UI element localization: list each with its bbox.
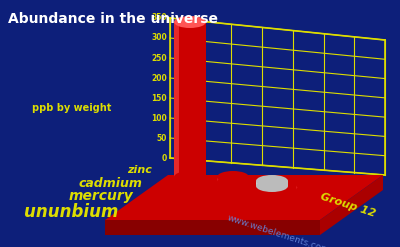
- Text: zinc: zinc: [127, 165, 152, 175]
- Text: 350: 350: [151, 14, 167, 22]
- Text: ununbium: ununbium: [24, 203, 118, 221]
- Polygon shape: [296, 185, 301, 190]
- Text: 100: 100: [151, 114, 167, 123]
- Text: ppb by weight: ppb by weight: [32, 103, 112, 113]
- Polygon shape: [174, 22, 179, 177]
- Text: Abundance in the universe: Abundance in the universe: [8, 12, 218, 26]
- Ellipse shape: [296, 184, 328, 196]
- Polygon shape: [217, 177, 249, 182]
- Ellipse shape: [256, 175, 288, 187]
- Ellipse shape: [174, 171, 206, 183]
- Polygon shape: [170, 18, 385, 175]
- Polygon shape: [256, 181, 261, 186]
- Ellipse shape: [256, 180, 288, 192]
- Polygon shape: [296, 185, 328, 190]
- Text: 50: 50: [157, 133, 167, 143]
- Polygon shape: [320, 175, 383, 235]
- Text: Group 12: Group 12: [319, 191, 377, 219]
- Polygon shape: [217, 177, 222, 182]
- Polygon shape: [174, 22, 206, 177]
- Ellipse shape: [217, 176, 249, 188]
- Polygon shape: [105, 175, 383, 220]
- Text: 150: 150: [151, 94, 167, 103]
- Text: 0: 0: [162, 153, 167, 163]
- Text: 300: 300: [151, 34, 167, 42]
- Text: 250: 250: [151, 54, 167, 62]
- Text: www.webelements.com: www.webelements.com: [226, 213, 330, 247]
- Text: mercury: mercury: [68, 189, 133, 203]
- Ellipse shape: [174, 16, 206, 28]
- Ellipse shape: [217, 171, 249, 183]
- Polygon shape: [256, 181, 288, 186]
- Polygon shape: [105, 220, 320, 235]
- Ellipse shape: [296, 179, 328, 191]
- Text: cadmium: cadmium: [78, 177, 142, 189]
- Text: 200: 200: [151, 74, 167, 82]
